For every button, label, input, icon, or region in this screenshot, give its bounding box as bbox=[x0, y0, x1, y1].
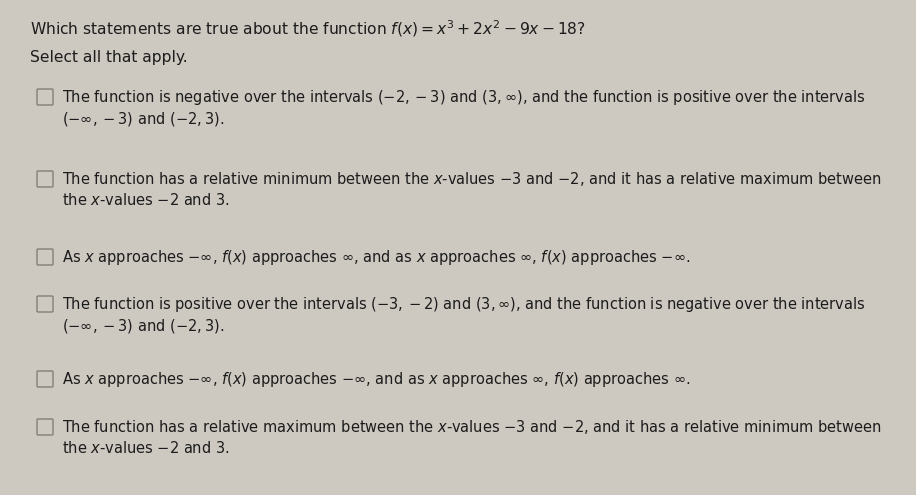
Text: As $x$ approaches $-\infty$, $f(x)$ approaches $-\infty$, and as $x$ approaches : As $x$ approaches $-\infty$, $f(x)$ appr… bbox=[62, 370, 691, 389]
Text: Select all that apply.: Select all that apply. bbox=[30, 50, 188, 65]
FancyBboxPatch shape bbox=[37, 249, 53, 265]
Text: The function is negative over the intervals $(-2, -3)$ and $(3, \infty)$, and th: The function is negative over the interv… bbox=[62, 88, 866, 107]
Text: The function is positive over the intervals $(-3, -2)$ and $(3, \infty)$, and th: The function is positive over the interv… bbox=[62, 295, 866, 314]
Text: Which statements are true about the function $f(x) = x^3 + 2x^2 - 9x - 18$?: Which statements are true about the func… bbox=[30, 18, 586, 39]
Text: $(-\infty, -3)$ and $(-2, 3)$.: $(-\infty, -3)$ and $(-2, 3)$. bbox=[62, 110, 224, 128]
FancyBboxPatch shape bbox=[37, 171, 53, 187]
FancyBboxPatch shape bbox=[37, 371, 53, 387]
FancyBboxPatch shape bbox=[37, 89, 53, 105]
Text: The function has a relative minimum between the $x$-values $-3$ and $-2$, and it: The function has a relative minimum betw… bbox=[62, 170, 882, 188]
Text: the $x$-values $-2$ and $3$.: the $x$-values $-2$ and $3$. bbox=[62, 192, 230, 208]
FancyBboxPatch shape bbox=[37, 296, 53, 312]
FancyBboxPatch shape bbox=[37, 419, 53, 435]
Text: As $x$ approaches $-\infty$, $f(x)$ approaches $\infty$, and as $x$ approaches $: As $x$ approaches $-\infty$, $f(x)$ appr… bbox=[62, 248, 691, 267]
Text: the $x$-values $-2$ and $3$.: the $x$-values $-2$ and $3$. bbox=[62, 440, 230, 456]
Text: $(-\infty, -3)$ and $(-2, 3)$.: $(-\infty, -3)$ and $(-2, 3)$. bbox=[62, 317, 224, 335]
Text: The function has a relative maximum between the $x$-values $-3$ and $-2$, and it: The function has a relative maximum betw… bbox=[62, 418, 882, 436]
